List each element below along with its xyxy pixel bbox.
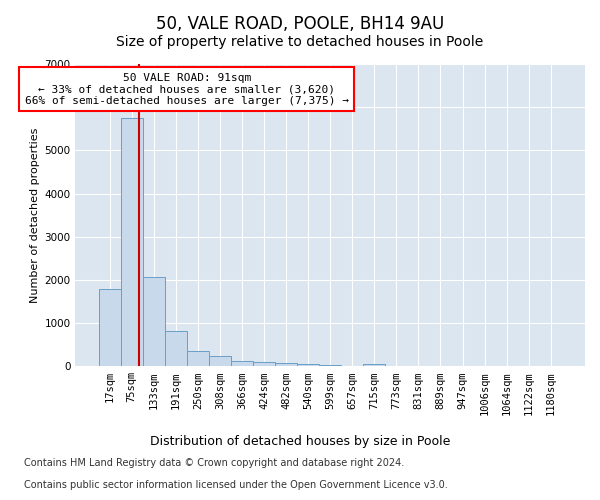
Bar bbox=[164, 331, 187, 366]
Bar bbox=[275, 363, 297, 366]
Bar bbox=[187, 351, 209, 366]
Bar bbox=[209, 356, 231, 366]
Y-axis label: Number of detached properties: Number of detached properties bbox=[30, 128, 40, 303]
Bar bbox=[143, 276, 164, 366]
Bar bbox=[319, 365, 341, 366]
Text: 50, VALE ROAD, POOLE, BH14 9AU: 50, VALE ROAD, POOLE, BH14 9AU bbox=[156, 15, 444, 33]
Text: 50 VALE ROAD: 91sqm
← 33% of detached houses are smaller (3,620)
66% of semi-det: 50 VALE ROAD: 91sqm ← 33% of detached ho… bbox=[25, 72, 349, 106]
Bar bbox=[363, 364, 385, 366]
Text: Contains HM Land Registry data © Crown copyright and database right 2024.: Contains HM Land Registry data © Crown c… bbox=[24, 458, 404, 468]
Bar bbox=[121, 118, 143, 366]
Bar bbox=[98, 288, 121, 366]
Bar bbox=[253, 362, 275, 366]
Bar bbox=[231, 361, 253, 366]
Text: Contains public sector information licensed under the Open Government Licence v3: Contains public sector information licen… bbox=[24, 480, 448, 490]
Text: Size of property relative to detached houses in Poole: Size of property relative to detached ho… bbox=[116, 35, 484, 49]
Bar bbox=[297, 364, 319, 366]
Text: Distribution of detached houses by size in Poole: Distribution of detached houses by size … bbox=[150, 435, 450, 448]
